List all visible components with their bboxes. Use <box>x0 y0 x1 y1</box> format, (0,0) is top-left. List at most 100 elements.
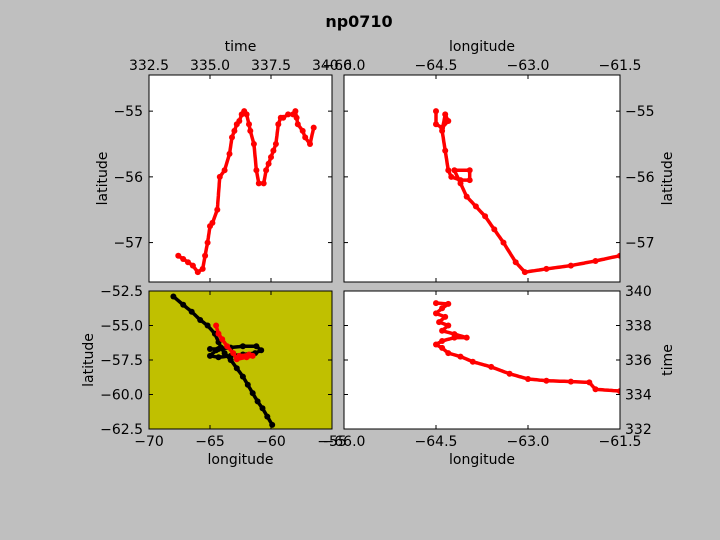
data-point <box>445 322 452 329</box>
plot-area <box>344 75 620 282</box>
data-point <box>466 167 473 174</box>
y-tick-label: 336 <box>625 353 652 369</box>
data-point <box>236 352 243 359</box>
data-point <box>436 319 443 326</box>
x-tick-label: −66.0 <box>323 58 366 74</box>
figure-title: np0710 <box>325 12 392 31</box>
y-tick-label: −57.5 <box>100 353 143 369</box>
data-point <box>230 350 237 357</box>
data-point <box>302 134 309 141</box>
data-point <box>521 269 528 276</box>
data-point <box>250 141 257 147</box>
data-point <box>617 252 620 259</box>
data-point <box>567 378 574 385</box>
data-point <box>439 327 446 334</box>
data-point <box>204 239 211 246</box>
data-point <box>525 376 531 382</box>
x-tick-label: −61.5 <box>599 58 642 74</box>
data-point <box>442 111 449 118</box>
axes-frame <box>343 74 621 283</box>
data-point <box>215 354 222 361</box>
data-point <box>472 203 479 210</box>
data-point <box>445 350 452 357</box>
y-axis-label: latitude <box>660 152 676 206</box>
data-point <box>617 388 620 395</box>
data-point <box>221 350 228 357</box>
series-group <box>433 108 620 276</box>
data-point <box>500 239 507 246</box>
data-point <box>280 114 287 121</box>
data-point <box>229 134 235 141</box>
data-point <box>214 206 221 213</box>
y-tick-label: −55 <box>625 104 655 120</box>
data-point <box>439 127 446 134</box>
data-point <box>255 180 262 187</box>
data-point <box>543 377 550 384</box>
y-tick-label: −55 <box>113 104 143 120</box>
y-tick-label: −60.0 <box>100 388 143 404</box>
x-tick-label: 340.0 <box>312 58 352 74</box>
x-tick-label: 335.0 <box>190 58 230 74</box>
data-point <box>221 167 228 174</box>
y-tick-label: 334 <box>625 388 652 404</box>
y-tick-label: 332 <box>625 422 652 438</box>
data-point <box>197 317 204 323</box>
x-tick-label: −70 <box>134 434 164 450</box>
x-tick-label: −63.0 <box>507 58 550 74</box>
data-point <box>199 265 206 272</box>
data-point <box>209 219 216 226</box>
data-point <box>506 370 513 377</box>
data-point <box>433 341 439 348</box>
panel-time-lat: 332.5 335.0 337.5 340.0 −55 −56 −57 time latitud… <box>95 39 352 283</box>
data-point <box>263 167 270 174</box>
data-point <box>180 256 187 262</box>
data-point <box>239 373 246 380</box>
data-point <box>239 343 246 350</box>
data-point <box>260 180 267 187</box>
data-point <box>433 108 439 115</box>
data-point <box>592 386 599 393</box>
data-point <box>299 127 306 134</box>
data-point <box>226 150 233 157</box>
data-point <box>180 301 187 308</box>
y-tick-label: −52.5 <box>100 284 143 300</box>
data-point <box>439 344 446 351</box>
panel-lon-lat: −66.0 −64.5 −63.0 −61.5 −55 −56 −57 longitude la… <box>323 39 676 283</box>
data-point <box>442 147 449 154</box>
data-point <box>439 338 446 344</box>
data-point <box>207 352 213 359</box>
data-point <box>292 108 299 115</box>
data-point <box>264 413 271 420</box>
x-tick-label: −60 <box>256 434 286 450</box>
x-tick-label: −61.5 <box>599 434 642 450</box>
y-tick-label: −57 <box>625 236 655 252</box>
data-point <box>586 379 593 386</box>
data-point <box>258 347 265 354</box>
data-point <box>457 353 464 360</box>
data-point <box>512 259 519 266</box>
series-group <box>433 300 620 395</box>
y-tick-label: −55.0 <box>100 319 143 335</box>
data-point <box>269 421 276 428</box>
y-axis-label: time <box>660 344 676 376</box>
x-tick-label: −64.5 <box>415 58 458 74</box>
data-point <box>236 118 243 124</box>
data-point <box>463 334 470 341</box>
data-point <box>254 398 261 405</box>
y-tick-label: −57 <box>113 236 143 252</box>
y-tick-label: 338 <box>625 319 652 335</box>
x-tick-label: −65 <box>195 434 225 450</box>
y-axis-label: latitude <box>95 152 111 206</box>
data-point <box>224 343 231 350</box>
data-point <box>469 358 476 365</box>
data-point <box>433 300 439 307</box>
data-point <box>268 154 274 161</box>
data-point <box>451 167 458 174</box>
data-point <box>213 322 220 329</box>
series-group <box>175 108 317 276</box>
y-tick-label: 340 <box>625 284 652 300</box>
data-point <box>451 334 458 341</box>
x-axis-label: longitude <box>449 39 515 55</box>
data-point <box>246 351 252 358</box>
